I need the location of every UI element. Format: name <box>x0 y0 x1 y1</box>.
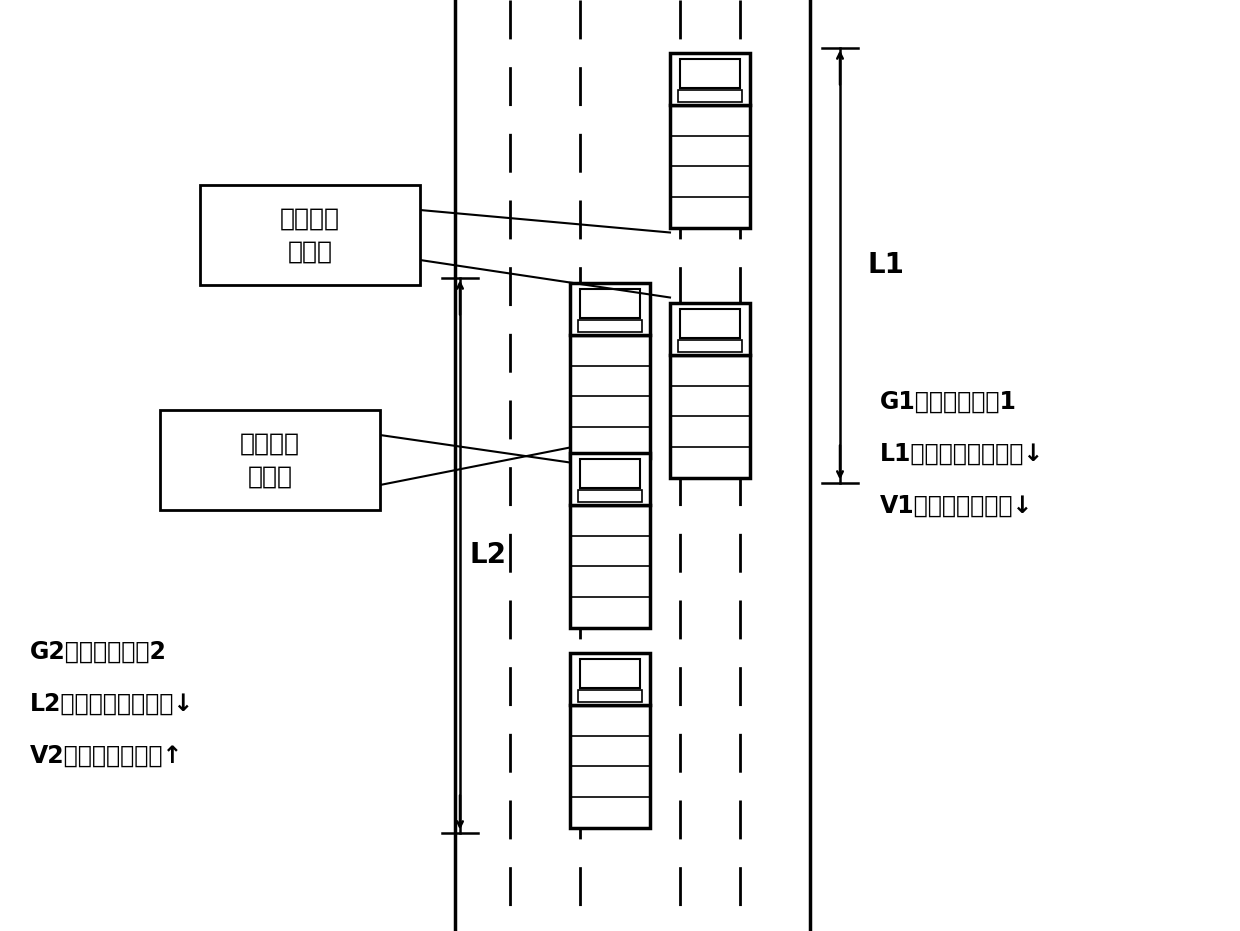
Polygon shape <box>670 355 750 478</box>
Polygon shape <box>580 659 640 688</box>
Polygon shape <box>570 505 650 627</box>
Bar <box>200 185 420 285</box>
Polygon shape <box>678 341 742 352</box>
Polygon shape <box>578 320 642 331</box>
Text: L1：行驶队列线距离↓: L1：行驶队列线距离↓ <box>880 442 1044 466</box>
Text: L2：行驶队列线距离↓: L2：行驶队列线距离↓ <box>30 692 195 716</box>
Text: V1：列队行驶速度↓: V1：列队行驶速度↓ <box>880 494 1033 518</box>
Text: L1: L1 <box>868 251 905 279</box>
Polygon shape <box>580 289 640 317</box>
Polygon shape <box>678 90 742 101</box>
Polygon shape <box>570 705 650 828</box>
Polygon shape <box>578 690 642 702</box>
Bar <box>160 410 379 510</box>
Text: V2：列队行驶速度↑: V2：列队行驶速度↑ <box>30 744 184 768</box>
Text: L2: L2 <box>470 541 507 569</box>
Polygon shape <box>680 309 740 338</box>
Text: G1：行驶队列组1: G1：行驶队列组1 <box>880 390 1017 414</box>
Polygon shape <box>580 459 640 488</box>
Polygon shape <box>680 59 740 88</box>
Polygon shape <box>670 52 750 105</box>
Polygon shape <box>570 653 650 705</box>
Text: 减小车辆
间距离: 减小车辆 间距离 <box>241 431 300 489</box>
Polygon shape <box>570 335 650 457</box>
Text: 减小车辆
间距离: 减小车辆 间距离 <box>280 207 340 263</box>
Polygon shape <box>670 105 750 227</box>
Polygon shape <box>570 452 650 505</box>
Polygon shape <box>578 491 642 502</box>
Text: G2：行驶队列组2: G2：行驶队列组2 <box>30 640 167 664</box>
Polygon shape <box>670 303 750 355</box>
Polygon shape <box>570 282 650 335</box>
